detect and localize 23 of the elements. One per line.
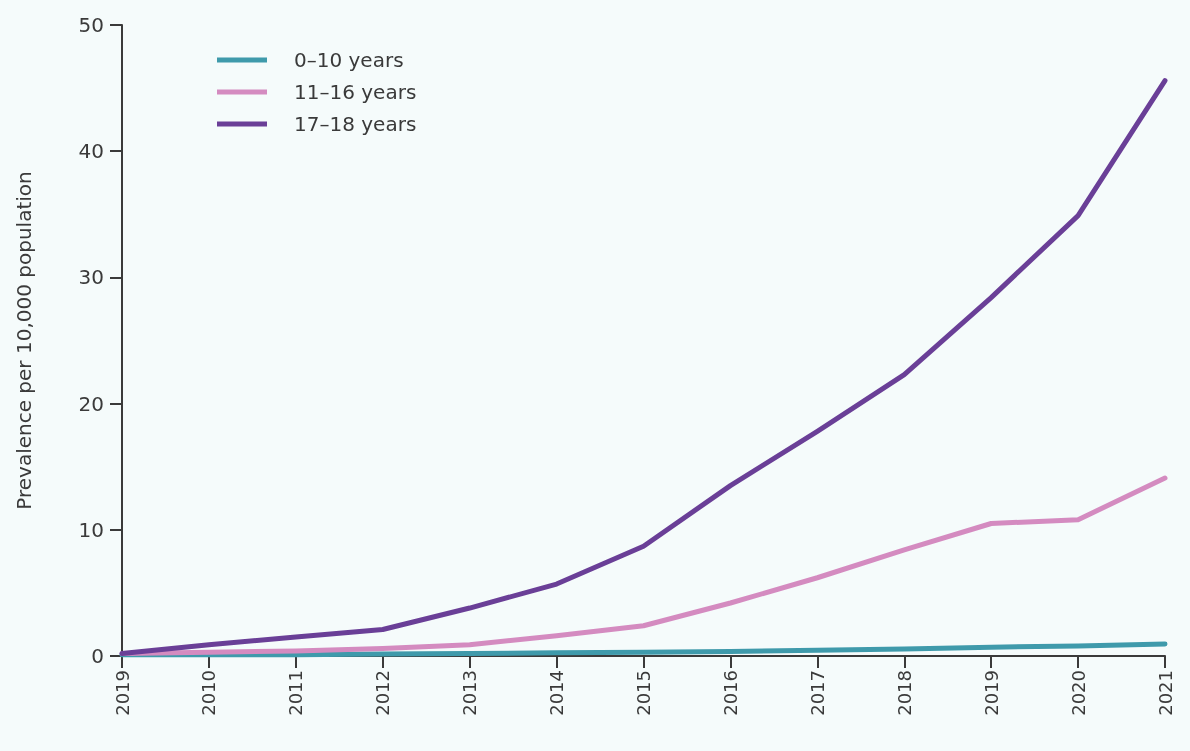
x-tick-label: 2018 <box>893 670 915 716</box>
x-tick-label: 2011 <box>285 670 307 716</box>
y-tick-label: 0 <box>91 644 104 668</box>
x-tick-label: 2010 <box>198 670 220 716</box>
y-tick-label: 50 <box>78 13 104 37</box>
legend-label: 11–16 years <box>294 80 417 104</box>
y-tick-label: 30 <box>78 265 104 290</box>
x-tick-label: 2014 <box>546 670 568 716</box>
x-tick-label: 2012 <box>372 670 394 716</box>
legend-label: 17–18 years <box>294 112 417 136</box>
y-tick-label: 20 <box>78 391 104 416</box>
x-tick-label: 2021 <box>1154 670 1176 716</box>
x-tick-label: 2019 <box>111 670 133 716</box>
x-tick-label: 2015 <box>633 670 654 716</box>
x-tick-label: 2017 <box>806 670 828 716</box>
y-axis-title: Prevalence per 10,000 population <box>12 171 36 510</box>
x-tick-label: 2013 <box>459 670 481 716</box>
y-tick-label: 40 <box>78 139 104 164</box>
x-tick-label: 2020 <box>1067 670 1089 716</box>
x-tick-label: 2019 <box>980 670 1002 716</box>
legend-label: 0–10 years <box>294 48 404 72</box>
x-tick-label: 2016 <box>719 670 741 716</box>
y-tick-label: 10 <box>78 517 104 542</box>
